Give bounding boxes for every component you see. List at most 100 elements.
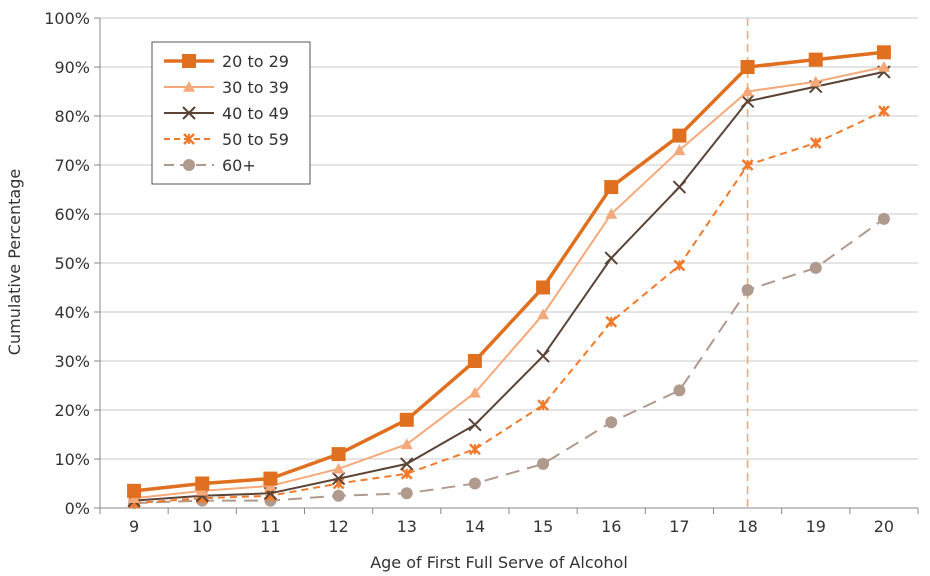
data-point — [741, 85, 754, 97]
data-point — [331, 447, 346, 462]
data-point — [332, 489, 345, 502]
y-tick-label: 90% — [54, 58, 90, 77]
data-point — [469, 443, 481, 456]
x-tick-label: 18 — [737, 517, 757, 536]
data-point — [182, 54, 196, 68]
data-point — [808, 52, 823, 67]
data-point — [332, 462, 345, 474]
data-point — [400, 487, 413, 500]
legend-item: 20 to 29 — [164, 52, 289, 71]
data-point — [537, 399, 549, 411]
data-point — [740, 94, 755, 109]
x-tick-label: 14 — [465, 517, 485, 536]
data-point — [878, 105, 890, 117]
x-tick-label: 12 — [328, 517, 348, 536]
data-point-stroke — [877, 65, 891, 79]
data-point — [673, 259, 686, 272]
data-point — [468, 386, 481, 398]
data-point-stroke — [809, 79, 823, 94]
data-point — [195, 476, 210, 491]
data-point — [877, 212, 890, 225]
data-point — [809, 75, 822, 87]
legend-item: 40 to 49 — [164, 104, 289, 123]
axes: 0% 10% 20% 30% 40% 50% 60% 70% 80% 90% 100% 9 10 11 12… — [44, 9, 919, 536]
data-point — [604, 251, 618, 265]
x-tick-label: 17 — [669, 517, 689, 536]
data-point — [331, 471, 346, 486]
data-point — [673, 384, 686, 397]
data-point — [468, 417, 482, 432]
data-point — [468, 477, 481, 490]
x-tick-label: 13 — [397, 517, 417, 536]
series-line — [134, 70, 885, 502]
data-point — [741, 159, 754, 171]
series-group — [127, 45, 891, 510]
y-tick-label: 30% — [54, 352, 90, 371]
data-point-stroke — [604, 251, 618, 265]
legend-label: 40 to 49 — [222, 104, 289, 123]
x-tick-label: 15 — [533, 517, 553, 536]
data-point — [400, 467, 413, 480]
data-point — [672, 180, 687, 194]
data-point — [183, 159, 195, 171]
y-tick-label: 70% — [54, 156, 90, 175]
data-point — [399, 412, 414, 427]
legend-item: 30 to 39 — [164, 78, 289, 97]
y-tick-label: 50% — [54, 254, 90, 273]
data-point-stroke — [400, 457, 414, 471]
series-line — [133, 66, 885, 500]
data-point — [263, 471, 278, 486]
series-30-to-39 — [128, 61, 890, 503]
x-tick-label: 20 — [874, 517, 894, 536]
series-20-to-29 — [127, 45, 891, 498]
legend-label: 50 to 59 — [222, 130, 289, 149]
legend-label: 30 to 39 — [222, 78, 289, 97]
y-tick-label: 80% — [54, 107, 90, 126]
series-line — [133, 50, 885, 493]
data-point — [604, 180, 619, 195]
data-point — [127, 483, 142, 498]
data-point — [183, 81, 195, 92]
series-line — [134, 218, 885, 505]
y-axis-label: Cumulative Percentage — [5, 169, 24, 355]
data-point — [537, 308, 550, 320]
data-point — [605, 416, 618, 429]
data-point-stroke — [740, 94, 755, 109]
x-axis-label: Age of First Full Serve of Alcohol — [370, 553, 628, 572]
y-tick-label: 40% — [54, 303, 90, 322]
data-point — [673, 144, 686, 156]
x-tick-label: 11 — [260, 517, 280, 536]
data-point — [537, 457, 550, 470]
data-point-stroke — [536, 349, 550, 363]
data-point — [809, 137, 822, 149]
data-point-stroke — [182, 106, 196, 120]
data-point — [877, 61, 890, 72]
data-point — [741, 283, 754, 296]
y-tick-label: 60% — [54, 205, 90, 224]
data-point — [183, 133, 195, 145]
legend-label: 60+ — [222, 156, 256, 175]
data-point — [672, 128, 687, 143]
data-point — [467, 354, 482, 368]
legend: 20 to 29 30 to 39 40 to 49 50 to 59 60+ — [151, 41, 311, 185]
y-tick-label: 0% — [65, 499, 90, 518]
y-tick-label: 20% — [54, 401, 90, 420]
legend-label: 20 to 29 — [222, 52, 289, 71]
data-point — [876, 45, 891, 60]
data-point — [182, 106, 196, 120]
data-point — [605, 208, 618, 219]
data-point-stroke — [331, 471, 346, 486]
legend-item: 60+ — [164, 156, 256, 175]
x-tick-label: 10 — [192, 517, 212, 536]
y-tick-label: 10% — [54, 450, 90, 469]
data-point — [536, 349, 550, 363]
data-point-stroke — [195, 489, 209, 503]
x-tick-label: 16 — [601, 517, 621, 536]
x-tick-label: 9 — [129, 517, 139, 536]
data-point — [809, 261, 822, 274]
data-point — [605, 315, 618, 328]
data-point — [536, 280, 551, 295]
data-point-stroke — [468, 417, 482, 432]
data-point — [740, 60, 755, 74]
